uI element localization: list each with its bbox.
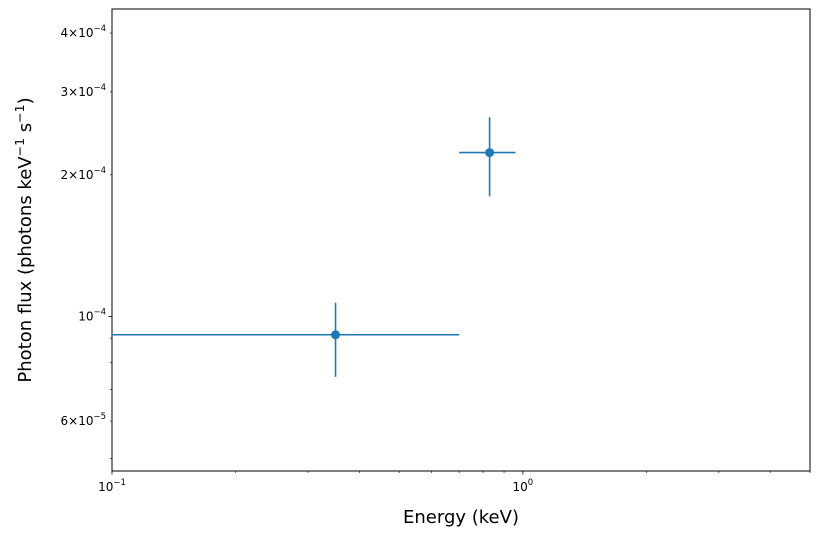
x-tick-label: 100: [512, 478, 533, 494]
x-axis-ticks: 10−1 100: [98, 471, 811, 494]
y-axis-ticks: 6×10−5 10−4 2×10−4 3×10−4 4×10−4: [61, 24, 112, 459]
y-axis-label: Photon flux (photons keV−1 s−1): [12, 97, 36, 382]
y-tick-label: 4×10−4: [61, 24, 107, 40]
data-points: [112, 117, 516, 377]
y-tick-label: 10−4: [78, 308, 106, 324]
plot-frame: [111, 8, 811, 472]
marker: [331, 330, 341, 340]
data-point-1: [112, 302, 460, 377]
y-tick-label: 3×10−4: [61, 83, 107, 99]
y-tick-label: 6×10−5: [61, 412, 107, 428]
x-axis-label: Energy (keV): [403, 507, 519, 528]
y-tick-label: 2×10−4: [61, 166, 107, 182]
marker: [485, 148, 495, 158]
x-tick-label: 10−1: [98, 478, 126, 494]
data-point-2: [459, 117, 516, 197]
